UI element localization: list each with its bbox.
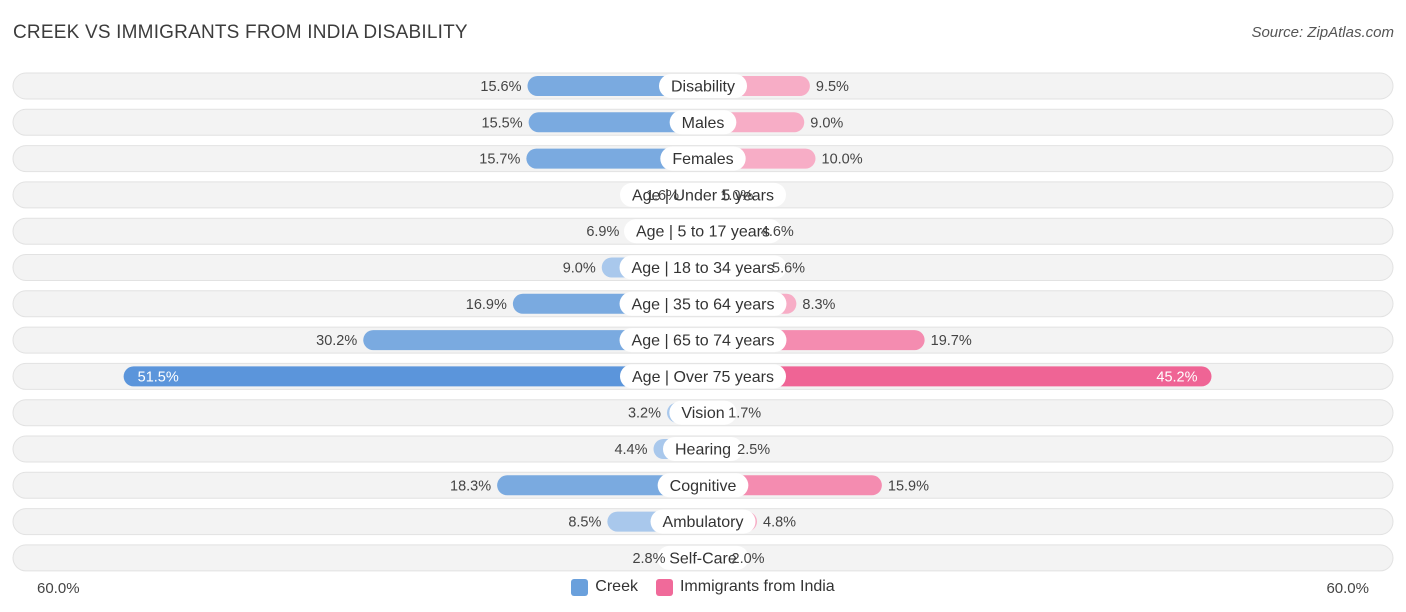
- value-label-creek: 8.5%: [568, 515, 601, 531]
- value-label-creek: 4.4%: [614, 442, 647, 458]
- value-label-creek: 16.9%: [466, 297, 507, 313]
- value-label-india: 15.9%: [888, 478, 929, 494]
- legend-label-india: Immigrants from India: [679, 578, 835, 595]
- value-label-india: 4.8%: [763, 515, 796, 531]
- value-label-creek: 6.9%: [586, 224, 619, 240]
- value-label-creek: 9.0%: [563, 261, 596, 277]
- category-label-pill: [650, 509, 756, 534]
- value-label-creek: 1.6%: [646, 188, 679, 204]
- category-label-pill: [658, 74, 748, 98]
- category-label: Ambulatory: [663, 514, 744, 531]
- value-label-creek: 18.3%: [450, 478, 491, 494]
- value-label-creek: 3.2%: [628, 406, 661, 422]
- value-label-india: 4.6%: [761, 224, 794, 240]
- category-label-pill: [669, 400, 737, 425]
- value-label-creek: 15.6%: [480, 79, 521, 95]
- category-label: Age | 18 to 34 years: [632, 260, 775, 277]
- value-label-india: 9.5%: [816, 79, 849, 95]
- category-label: Males: [682, 115, 725, 132]
- value-label-india: 45.2%: [1156, 369, 1197, 385]
- legend-label-creek: Creek: [595, 578, 638, 595]
- axis-right-label: 60.0%: [1326, 580, 1369, 597]
- value-label-india: 2.0%: [732, 551, 765, 567]
- category-label: Cognitive: [670, 478, 737, 495]
- value-label-india: 1.7%: [728, 406, 761, 422]
- source-credit: Source: ZipAtlas.com: [1251, 24, 1394, 41]
- value-label-india: 5.6%: [772, 261, 805, 277]
- category-label: Females: [672, 151, 733, 168]
- category-label: Age | 65 to 74 years: [632, 333, 775, 350]
- category-label: Age | Over 75 years: [632, 369, 774, 386]
- legend-swatch-india: [655, 578, 673, 596]
- value-label-creek: 15.5%: [482, 115, 523, 131]
- category-label: Disability: [671, 79, 735, 96]
- category-label-pill: [669, 110, 737, 135]
- category-label-pill: [660, 146, 746, 171]
- value-label-india: 10.0%: [822, 152, 863, 168]
- category-label-pill: [619, 182, 787, 207]
- value-label-india: 9.0%: [810, 115, 843, 131]
- category-label: Age | 5 to 17 years: [636, 224, 770, 241]
- legend-item-creek[interactable]: Creek: [571, 578, 638, 596]
- category-label: Self-Care: [669, 550, 737, 567]
- value-label-creek: 2.8%: [632, 551, 665, 567]
- bar-india: [693, 366, 1212, 387]
- category-label-pill: [619, 291, 787, 316]
- legend-item-india[interactable]: Immigrants from India: [655, 578, 835, 596]
- category-label-pill: [662, 437, 744, 461]
- value-label-creek: 30.2%: [316, 333, 357, 349]
- value-label-india: 19.7%: [931, 333, 972, 349]
- value-label-creek: 51.5%: [138, 369, 179, 385]
- category-label: Age | 35 to 64 years: [632, 296, 775, 313]
- value-label-creek: 15.7%: [479, 152, 520, 168]
- category-label-pill: [619, 328, 787, 353]
- category-label: Age | Under 5 years: [632, 187, 774, 204]
- legend: Creek Immigrants from India: [0, 578, 1406, 596]
- category-label-pill: [657, 473, 749, 498]
- value-label-india: 2.5%: [737, 442, 770, 458]
- category-label: Vision: [681, 405, 724, 422]
- chart-title: CREEK VS IMMIGRANTS FROM INDIA DISABILIT…: [13, 22, 468, 43]
- value-label-india: 8.3%: [802, 297, 835, 313]
- axis-left-label: 60.0%: [37, 580, 80, 597]
- chart-canvas: Disability 15.6% 9.5% Males 15.5% 9.0% Females…: [12, 72, 1394, 572]
- value-label-india: 1.0%: [720, 188, 753, 204]
- bar-creek: [123, 366, 713, 387]
- category-label: Hearing: [675, 442, 731, 459]
- category-label-pill: [619, 255, 787, 280]
- legend-swatch-creek: [571, 578, 589, 596]
- category-label-pill: [623, 219, 783, 244]
- category-label-pill: [620, 364, 786, 389]
- category-label-pill: [657, 545, 749, 570]
- bar-creek: [528, 112, 713, 133]
